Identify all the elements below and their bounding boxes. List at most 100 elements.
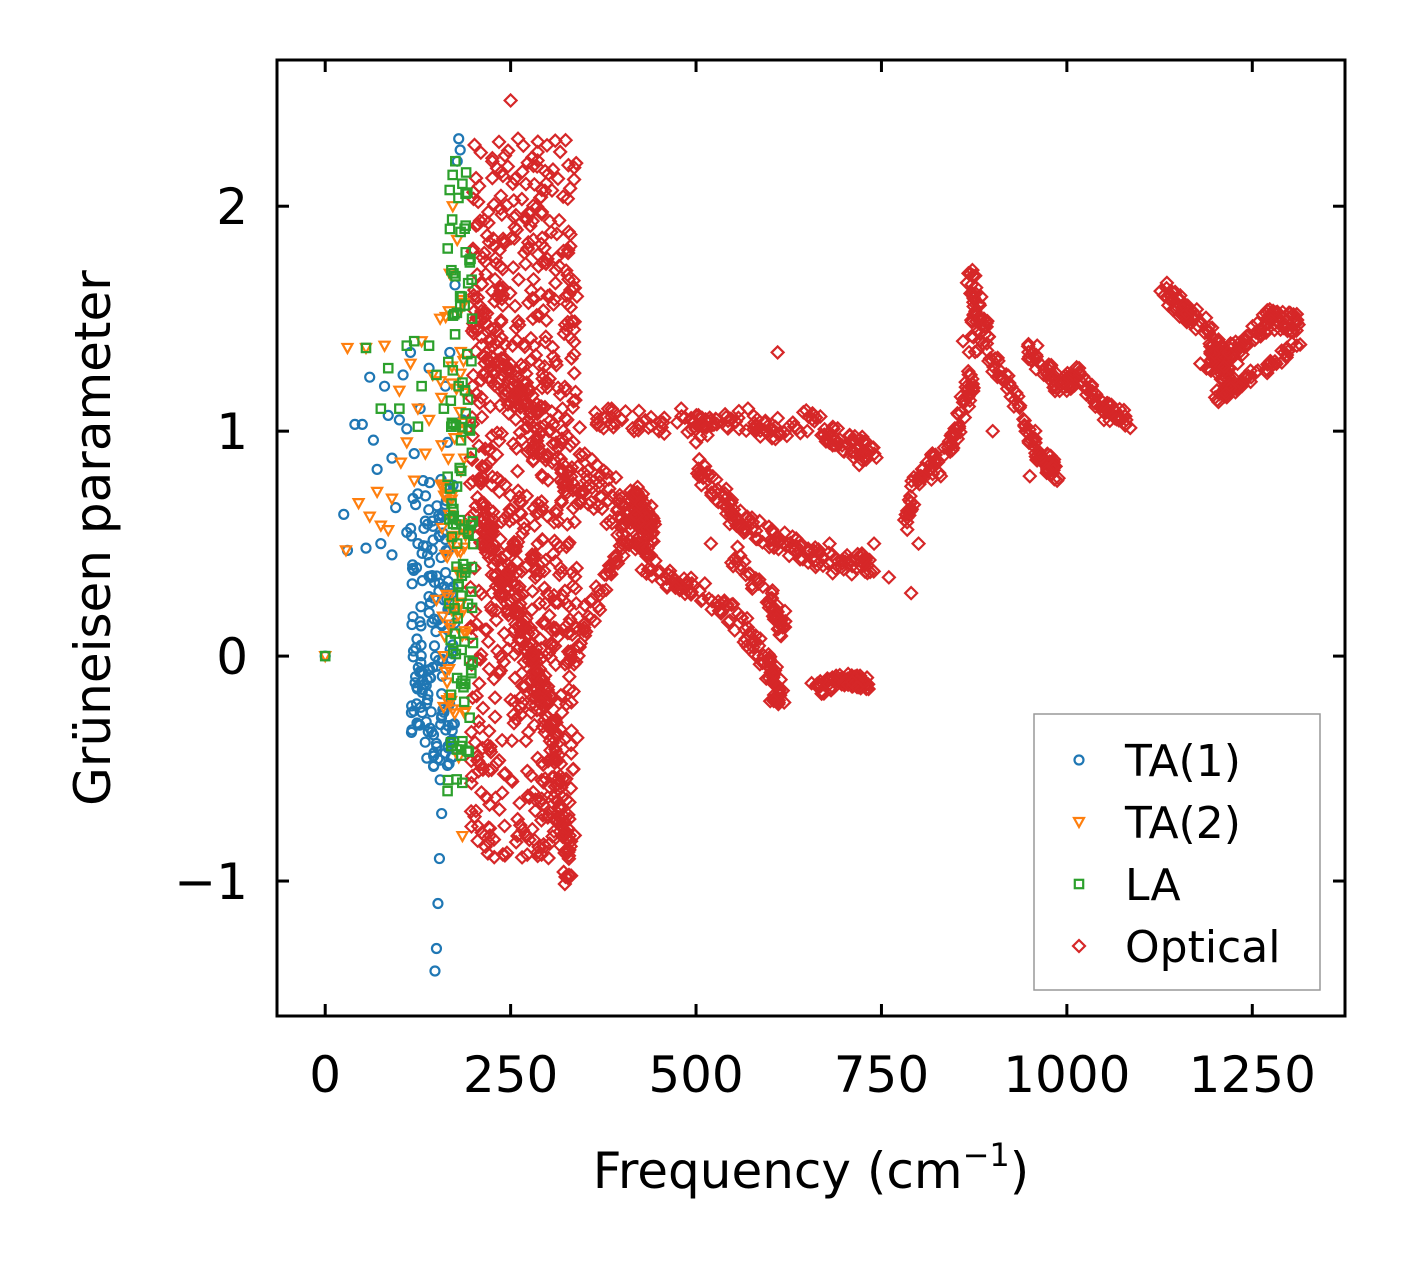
data-point [544, 769, 560, 785]
data-point [477, 355, 493, 371]
data-point [375, 538, 387, 550]
data-point [548, 435, 564, 451]
data-point [453, 192, 464, 204]
data-point [518, 733, 534, 749]
data-point [482, 334, 498, 350]
data-point [421, 694, 434, 706]
data-point [547, 275, 564, 291]
data-point [463, 620, 479, 636]
data-point [535, 671, 551, 687]
data-point [961, 344, 977, 360]
data-point [584, 591, 600, 607]
ticks-layer: 0 250 500 750 1000 1250 −1 0 1 2 [174, 60, 1345, 1104]
data-point [1111, 412, 1127, 428]
data-point [441, 436, 454, 448]
data-point [548, 262, 564, 278]
data-point [486, 196, 502, 213]
data-point [438, 666, 453, 680]
data-point [530, 258, 546, 274]
data-point [473, 784, 489, 801]
data-point [518, 827, 534, 843]
data-point [605, 403, 621, 419]
data-point [507, 219, 523, 235]
data-point [419, 490, 432, 502]
data-point [442, 785, 453, 797]
data-point [566, 322, 582, 338]
data-point [450, 234, 465, 248]
data-point [529, 307, 545, 323]
data-point [555, 587, 571, 604]
data-point [590, 599, 606, 615]
data-point [492, 201, 508, 217]
data-point [458, 628, 473, 641]
data-point [444, 184, 456, 196]
data-point [496, 818, 513, 834]
data-point [699, 427, 715, 443]
data-point [951, 418, 967, 434]
data-point [501, 562, 517, 578]
data-point [495, 350, 512, 366]
data-point [467, 603, 483, 620]
data-point [547, 752, 563, 768]
data-point [451, 774, 462, 785]
data-point [560, 271, 577, 287]
data-point [770, 541, 787, 557]
data-point [455, 434, 467, 446]
data-point [568, 654, 584, 670]
data-point [508, 386, 524, 402]
data-point [544, 403, 560, 420]
data-point [839, 547, 855, 563]
data-point [449, 308, 460, 320]
series-optical [462, 92, 1308, 892]
data-point [487, 271, 503, 287]
data-point [520, 234, 536, 251]
data-point [520, 295, 536, 311]
data-point [449, 603, 460, 614]
data-point [527, 517, 543, 533]
data-point [1220, 353, 1236, 370]
data-point [489, 160, 505, 176]
data-point [1209, 383, 1225, 399]
data-point [866, 536, 882, 552]
data-point [415, 620, 427, 632]
data-point [695, 470, 711, 486]
data-point [553, 779, 569, 796]
data-point [903, 478, 919, 494]
data-point [466, 447, 478, 459]
data-point [683, 412, 699, 428]
data-point [569, 730, 585, 746]
data-point [503, 395, 519, 411]
data-point [364, 371, 376, 383]
data-point [538, 552, 554, 568]
data-point [542, 422, 559, 438]
data-point [473, 145, 489, 161]
data-point [469, 688, 485, 704]
data-point [417, 475, 429, 487]
data-point [703, 487, 720, 503]
data-point [454, 291, 466, 302]
data-point [767, 419, 783, 435]
data-point [463, 818, 480, 835]
data-point [524, 583, 541, 599]
data-point [519, 763, 535, 779]
data-point [477, 441, 493, 457]
data-point [842, 428, 858, 444]
data-point [474, 586, 490, 602]
data-point [430, 737, 442, 750]
legend-marker-diamond [1071, 938, 1087, 954]
data-point [836, 444, 852, 460]
data-point [415, 701, 427, 713]
data-point [494, 207, 510, 223]
data-point [536, 614, 552, 630]
data-point [466, 809, 483, 825]
data-point [577, 628, 593, 644]
data-point [435, 522, 450, 536]
data-point [561, 851, 577, 867]
data-point [562, 238, 578, 254]
data-point [498, 548, 514, 564]
data-point [434, 440, 449, 453]
legend-marker-triangle [1072, 816, 1086, 830]
data-point [550, 513, 567, 530]
data-point [906, 497, 922, 513]
data-point [529, 433, 545, 449]
